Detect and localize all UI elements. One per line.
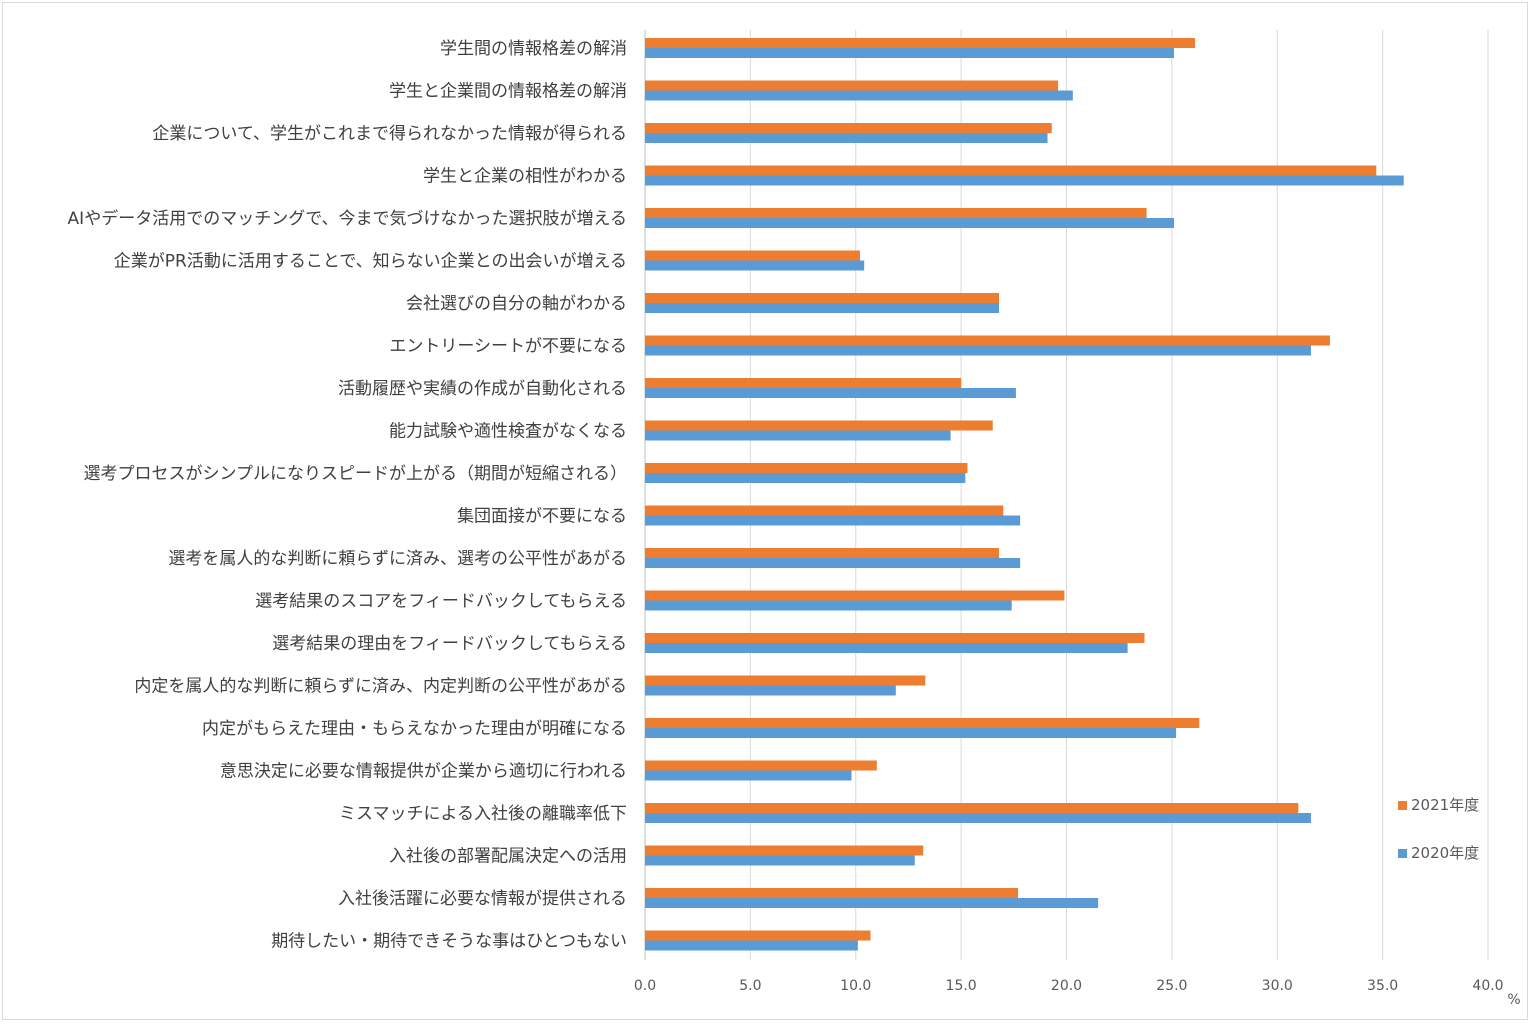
x-tick-label: 5.0 <box>739 978 761 994</box>
bar-series-2 <box>645 855 915 866</box>
bars <box>645 38 1404 951</box>
x-tick-label: 20.0 <box>1051 978 1082 994</box>
bar-series-2 <box>645 940 858 951</box>
bar-series-2 <box>645 643 1128 653</box>
category-label: 企業について、学生がこれまで得られなかった情報が得られる <box>152 124 627 144</box>
category-label: 選考結果のスコアをフィードバックしてもらえる <box>255 592 627 612</box>
bar-series-2 <box>645 813 1311 823</box>
category-label: 活動履歴や実績の作成が自動化される <box>338 379 627 399</box>
bar-series-2 <box>645 728 1177 738</box>
bar-series-1 <box>645 930 871 941</box>
bar-series-1 <box>645 335 1330 346</box>
category-label: 選考を属人的な判断に頼らずに済み、選考の公平性があがる <box>168 549 627 569</box>
bar-series-1 <box>645 633 1145 643</box>
category-label: 入社後活躍に必要な情報が提供される <box>338 889 627 909</box>
bar-series-1 <box>645 590 1065 601</box>
x-tick-label: 40.0 <box>1472 978 1503 994</box>
legend-swatch <box>1398 849 1407 858</box>
category-label: AIやデータ活用でのマッチングで、今まで気づけなかった選択肢が増える <box>68 208 627 229</box>
x-tick-label: 15.0 <box>946 978 977 994</box>
bar-series-2 <box>645 133 1048 143</box>
bar-series-1 <box>645 675 926 686</box>
bar-series-2 <box>645 48 1174 58</box>
bar-series-1 <box>645 208 1147 218</box>
category-label: ミスマッチによる入社後の離職率低下 <box>339 804 627 824</box>
bar-series-2 <box>645 770 852 781</box>
category-label: 期待したい・期待できそうな事はひとつもない <box>271 932 627 952</box>
bar-series-1 <box>645 505 1004 516</box>
bar-series-2 <box>645 303 1000 313</box>
legend-label: 2021年度 <box>1411 796 1479 814</box>
bar-series-1 <box>645 803 1299 813</box>
category-label: 学生と企業間の情報格差の解消 <box>389 82 627 102</box>
category-label: 内定を属人的な判断に頼らずに済み、内定判断の公平性があがる <box>134 677 627 697</box>
category-label: 意思決定に必要な情報提供が企業から適切に行われる <box>220 762 627 782</box>
bar-series-2 <box>645 388 1016 398</box>
bar-series-1 <box>645 888 1019 898</box>
x-axis-ticks: 0.0 5.0 10.0 15.0 20.0 25.0 30.0 35.0 40.0 <box>634 978 1504 994</box>
bar-series-2 <box>645 218 1174 228</box>
bar-series-1 <box>645 250 860 261</box>
bar-series-1 <box>645 760 877 771</box>
bar-series-1 <box>645 718 1200 728</box>
bar-series-2 <box>645 898 1099 908</box>
bar-series-1 <box>645 463 968 473</box>
bar-series-2 <box>645 430 951 441</box>
category-label: 企業がPR活動に活用することで、知らない企業との出会いが増える <box>114 252 627 272</box>
category-label: 能力試験や適性検査がなくなる <box>389 422 627 442</box>
x-tick-label: 35.0 <box>1367 978 1398 994</box>
bar-series-2 <box>645 515 1021 526</box>
bar-series-2 <box>645 685 896 696</box>
bar-series-1 <box>645 378 962 388</box>
category-labels: 学生間の情報格差の解消学生と企業間の情報格差の解消企業について、学生がこれまで得… <box>68 39 627 952</box>
bar-series-1 <box>645 80 1059 91</box>
x-tick-label: 10.0 <box>840 978 871 994</box>
legend-swatch <box>1398 801 1407 810</box>
bar-series-2 <box>645 175 1404 186</box>
bar-series-2 <box>645 558 1021 568</box>
bar-series-2 <box>645 90 1073 101</box>
category-label: 学生と企業の相性がわかる <box>423 167 627 187</box>
bar-series-2 <box>645 260 865 271</box>
category-label: 入社後の部署配属決定への活用 <box>389 847 627 867</box>
category-label: 選考プロセスがシンプルになりスピードが上がる（期間が短縮される） <box>84 464 628 484</box>
x-tick-label: 25.0 <box>1156 978 1187 994</box>
bar-series-1 <box>645 293 1000 303</box>
category-label: 学生間の情報格差の解消 <box>440 39 627 59</box>
category-label: 会社選びの自分の軸がわかる <box>406 294 627 314</box>
bar-series-2 <box>645 345 1311 356</box>
bar-series-2 <box>645 473 966 483</box>
bar-series-2 <box>645 600 1012 611</box>
legend: 2021年度 2020年度 <box>1398 796 1479 862</box>
bar-series-1 <box>645 165 1377 176</box>
bar-series-1 <box>645 845 924 856</box>
category-label: エントリーシートが不要になる <box>389 337 627 357</box>
x-tick-label: 0.0 <box>634 978 656 994</box>
bar-series-1 <box>645 420 993 431</box>
legend-label: 2020年度 <box>1411 844 1479 862</box>
bar-series-1 <box>645 548 1000 558</box>
category-label: 集団面接が不要になる <box>457 507 627 527</box>
bar-series-1 <box>645 38 1196 48</box>
category-label: 内定がもらえた理由・もらえなかった理由が明確になる <box>202 719 627 739</box>
x-axis-unit: % <box>1507 992 1520 1008</box>
x-tick-label: 30.0 <box>1262 978 1293 994</box>
category-label: 選考結果の理由をフィードバックしてもらえる <box>272 634 627 654</box>
bar-series-1 <box>645 123 1052 133</box>
